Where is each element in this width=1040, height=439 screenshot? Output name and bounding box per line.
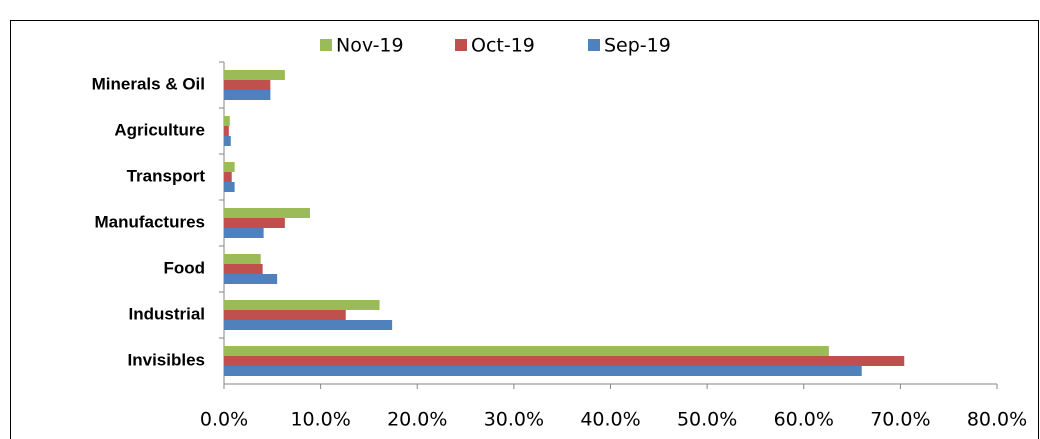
bar (224, 136, 231, 146)
x-tick-label: 30.0% (484, 409, 544, 431)
bar (224, 346, 829, 356)
bar (224, 126, 229, 136)
bar (224, 90, 271, 100)
bar (224, 218, 285, 228)
bar (224, 116, 230, 126)
legend-label: Sep-19 (604, 35, 671, 57)
x-tick-label: 60.0% (774, 409, 834, 431)
bar (224, 366, 862, 376)
y-tick-label: Invisibles (128, 350, 205, 369)
x-tick-label: 70.0% (870, 409, 930, 431)
chart-border (10, 20, 1039, 439)
bar (224, 80, 271, 90)
x-tick-label: 50.0% (677, 409, 737, 431)
bar (224, 320, 393, 330)
bar (224, 356, 905, 366)
y-tick-label: Agriculture (114, 120, 205, 139)
y-tick-label: Minerals & Oil (92, 74, 205, 93)
legend-label: Nov-19 (336, 35, 404, 57)
y-tick-label: Food (163, 258, 205, 277)
bar (224, 274, 278, 284)
x-tick-label: 10.0% (290, 409, 350, 431)
legend-label: Oct-19 (471, 35, 535, 57)
bar (224, 300, 380, 310)
x-tick-label: 80.0% (967, 409, 1027, 431)
bar (224, 172, 232, 182)
legend-swatch (455, 39, 467, 51)
legend-swatch (588, 39, 600, 51)
x-tick-label: 40.0% (580, 409, 640, 431)
bar (224, 208, 310, 218)
x-tick-label: 0.0% (200, 409, 248, 431)
legend-swatch (320, 39, 332, 51)
bar (224, 310, 346, 320)
x-tick-label: 20.0% (387, 409, 447, 431)
bar (224, 228, 264, 238)
bar (224, 264, 263, 274)
bar (224, 254, 261, 264)
bar (224, 162, 235, 172)
y-tick-label: Industrial (128, 304, 205, 323)
y-tick-label: Transport (127, 166, 206, 185)
bar (224, 182, 235, 192)
y-tick-label: Manufactures (94, 212, 205, 231)
bar (224, 70, 285, 80)
